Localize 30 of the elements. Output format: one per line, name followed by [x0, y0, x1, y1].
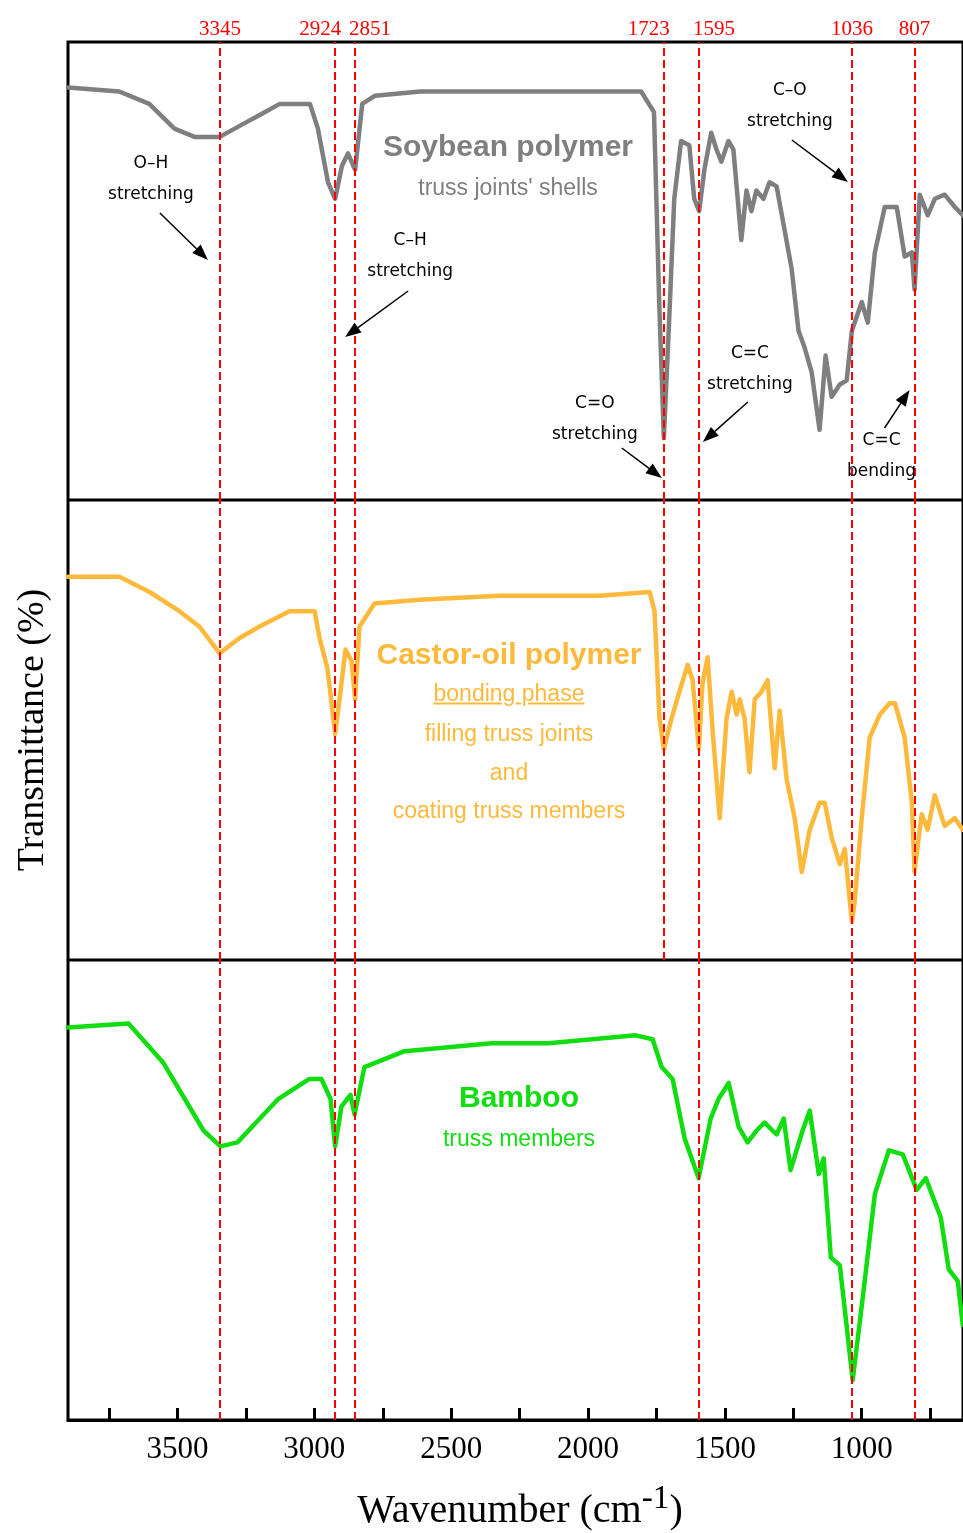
text: bonding phase	[433, 679, 585, 707]
ref-line-label: 1595	[692, 15, 735, 40]
ref-line-label: 807	[898, 15, 931, 40]
text: truss members	[442, 1124, 596, 1152]
ref-line-label: 2924	[299, 15, 342, 40]
text: truss joints' shells	[418, 173, 598, 201]
x-tick-label: 3000	[283, 1430, 346, 1465]
annotation: C–H stretching	[367, 228, 453, 282]
annotation: coating truss members	[392, 796, 626, 824]
x-tick-label: 1500	[693, 1430, 756, 1465]
ref-line-label: 2851	[349, 15, 392, 40]
annotation: C=C stretching	[707, 341, 793, 395]
y-axis-title: Transmittance (%)	[8, 588, 52, 872]
text: Soybean polymer	[382, 129, 634, 163]
text: Bamboo	[459, 1080, 579, 1114]
ref-line-label: 1723	[627, 15, 670, 40]
annotation: C=O stretching	[552, 391, 638, 445]
text: Castor-oil polymer	[376, 637, 642, 671]
x-axis-title: Wavenumber (cm$^{-1}$)	[357, 1477, 683, 1533]
annotation: C–O stretching	[747, 78, 833, 132]
annotation: and	[489, 758, 529, 786]
annotation: C=C bending	[846, 428, 917, 482]
ref-line-label: 1036	[830, 15, 873, 40]
x-tick-label: 2500	[420, 1430, 483, 1465]
annotation: O–H stretching	[108, 151, 194, 205]
x-tick-label: 3500	[146, 1430, 209, 1465]
x-tick-label: 1000	[830, 1430, 893, 1465]
annotation: filling truss joints	[424, 719, 594, 747]
x-tick-label: 2000	[557, 1430, 620, 1465]
ref-line-label: 3345	[198, 15, 241, 40]
